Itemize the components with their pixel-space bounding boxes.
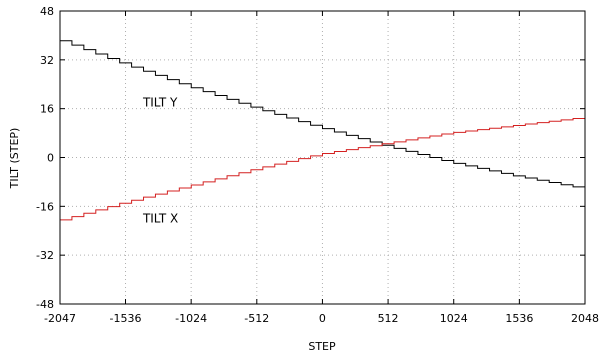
x-tick-label: -1024 bbox=[175, 312, 207, 325]
plot-frame bbox=[59, 10, 586, 305]
tick-layer: -2047 -1536 -1024 -512 0 512 1024 1536 2048 -48 -3… bbox=[36, 5, 599, 325]
y-axis-title: TILT (STEP) bbox=[8, 128, 21, 190]
grid-layer bbox=[60, 11, 585, 304]
x-axis-title: STEP bbox=[308, 340, 336, 353]
x-tick-label: 1024 bbox=[440, 312, 468, 325]
y-tick-label: -16 bbox=[36, 200, 54, 213]
series-label-tilt-y: TILT Y bbox=[142, 96, 178, 110]
y-tick-label: -48 bbox=[36, 298, 54, 311]
x-tick-label: 512 bbox=[378, 312, 399, 325]
y-tick-label: 48 bbox=[40, 5, 54, 18]
label-layer: STEP TILT (STEP) TILT Y TILT X bbox=[8, 96, 336, 353]
x-tick-label: -2047 bbox=[44, 312, 76, 325]
series-line-tilt-y bbox=[60, 40, 585, 188]
y-tick-label: -32 bbox=[36, 249, 54, 262]
series-label-tilt-x: TILT X bbox=[142, 212, 178, 226]
x-tick-label: -512 bbox=[244, 312, 269, 325]
y-tick-label: 32 bbox=[40, 54, 54, 67]
frame-layer bbox=[59, 10, 586, 305]
x-tick-label: 1536 bbox=[505, 312, 533, 325]
y-tick-label: 0 bbox=[47, 152, 54, 165]
x-tick-label: 2048 bbox=[571, 312, 599, 325]
x-tick-label: -1536 bbox=[110, 312, 142, 325]
series-layer bbox=[60, 40, 585, 221]
series-line-tilt-x bbox=[60, 118, 585, 221]
y-tick-label: 16 bbox=[40, 103, 54, 116]
x-tick-label: 0 bbox=[319, 312, 326, 325]
